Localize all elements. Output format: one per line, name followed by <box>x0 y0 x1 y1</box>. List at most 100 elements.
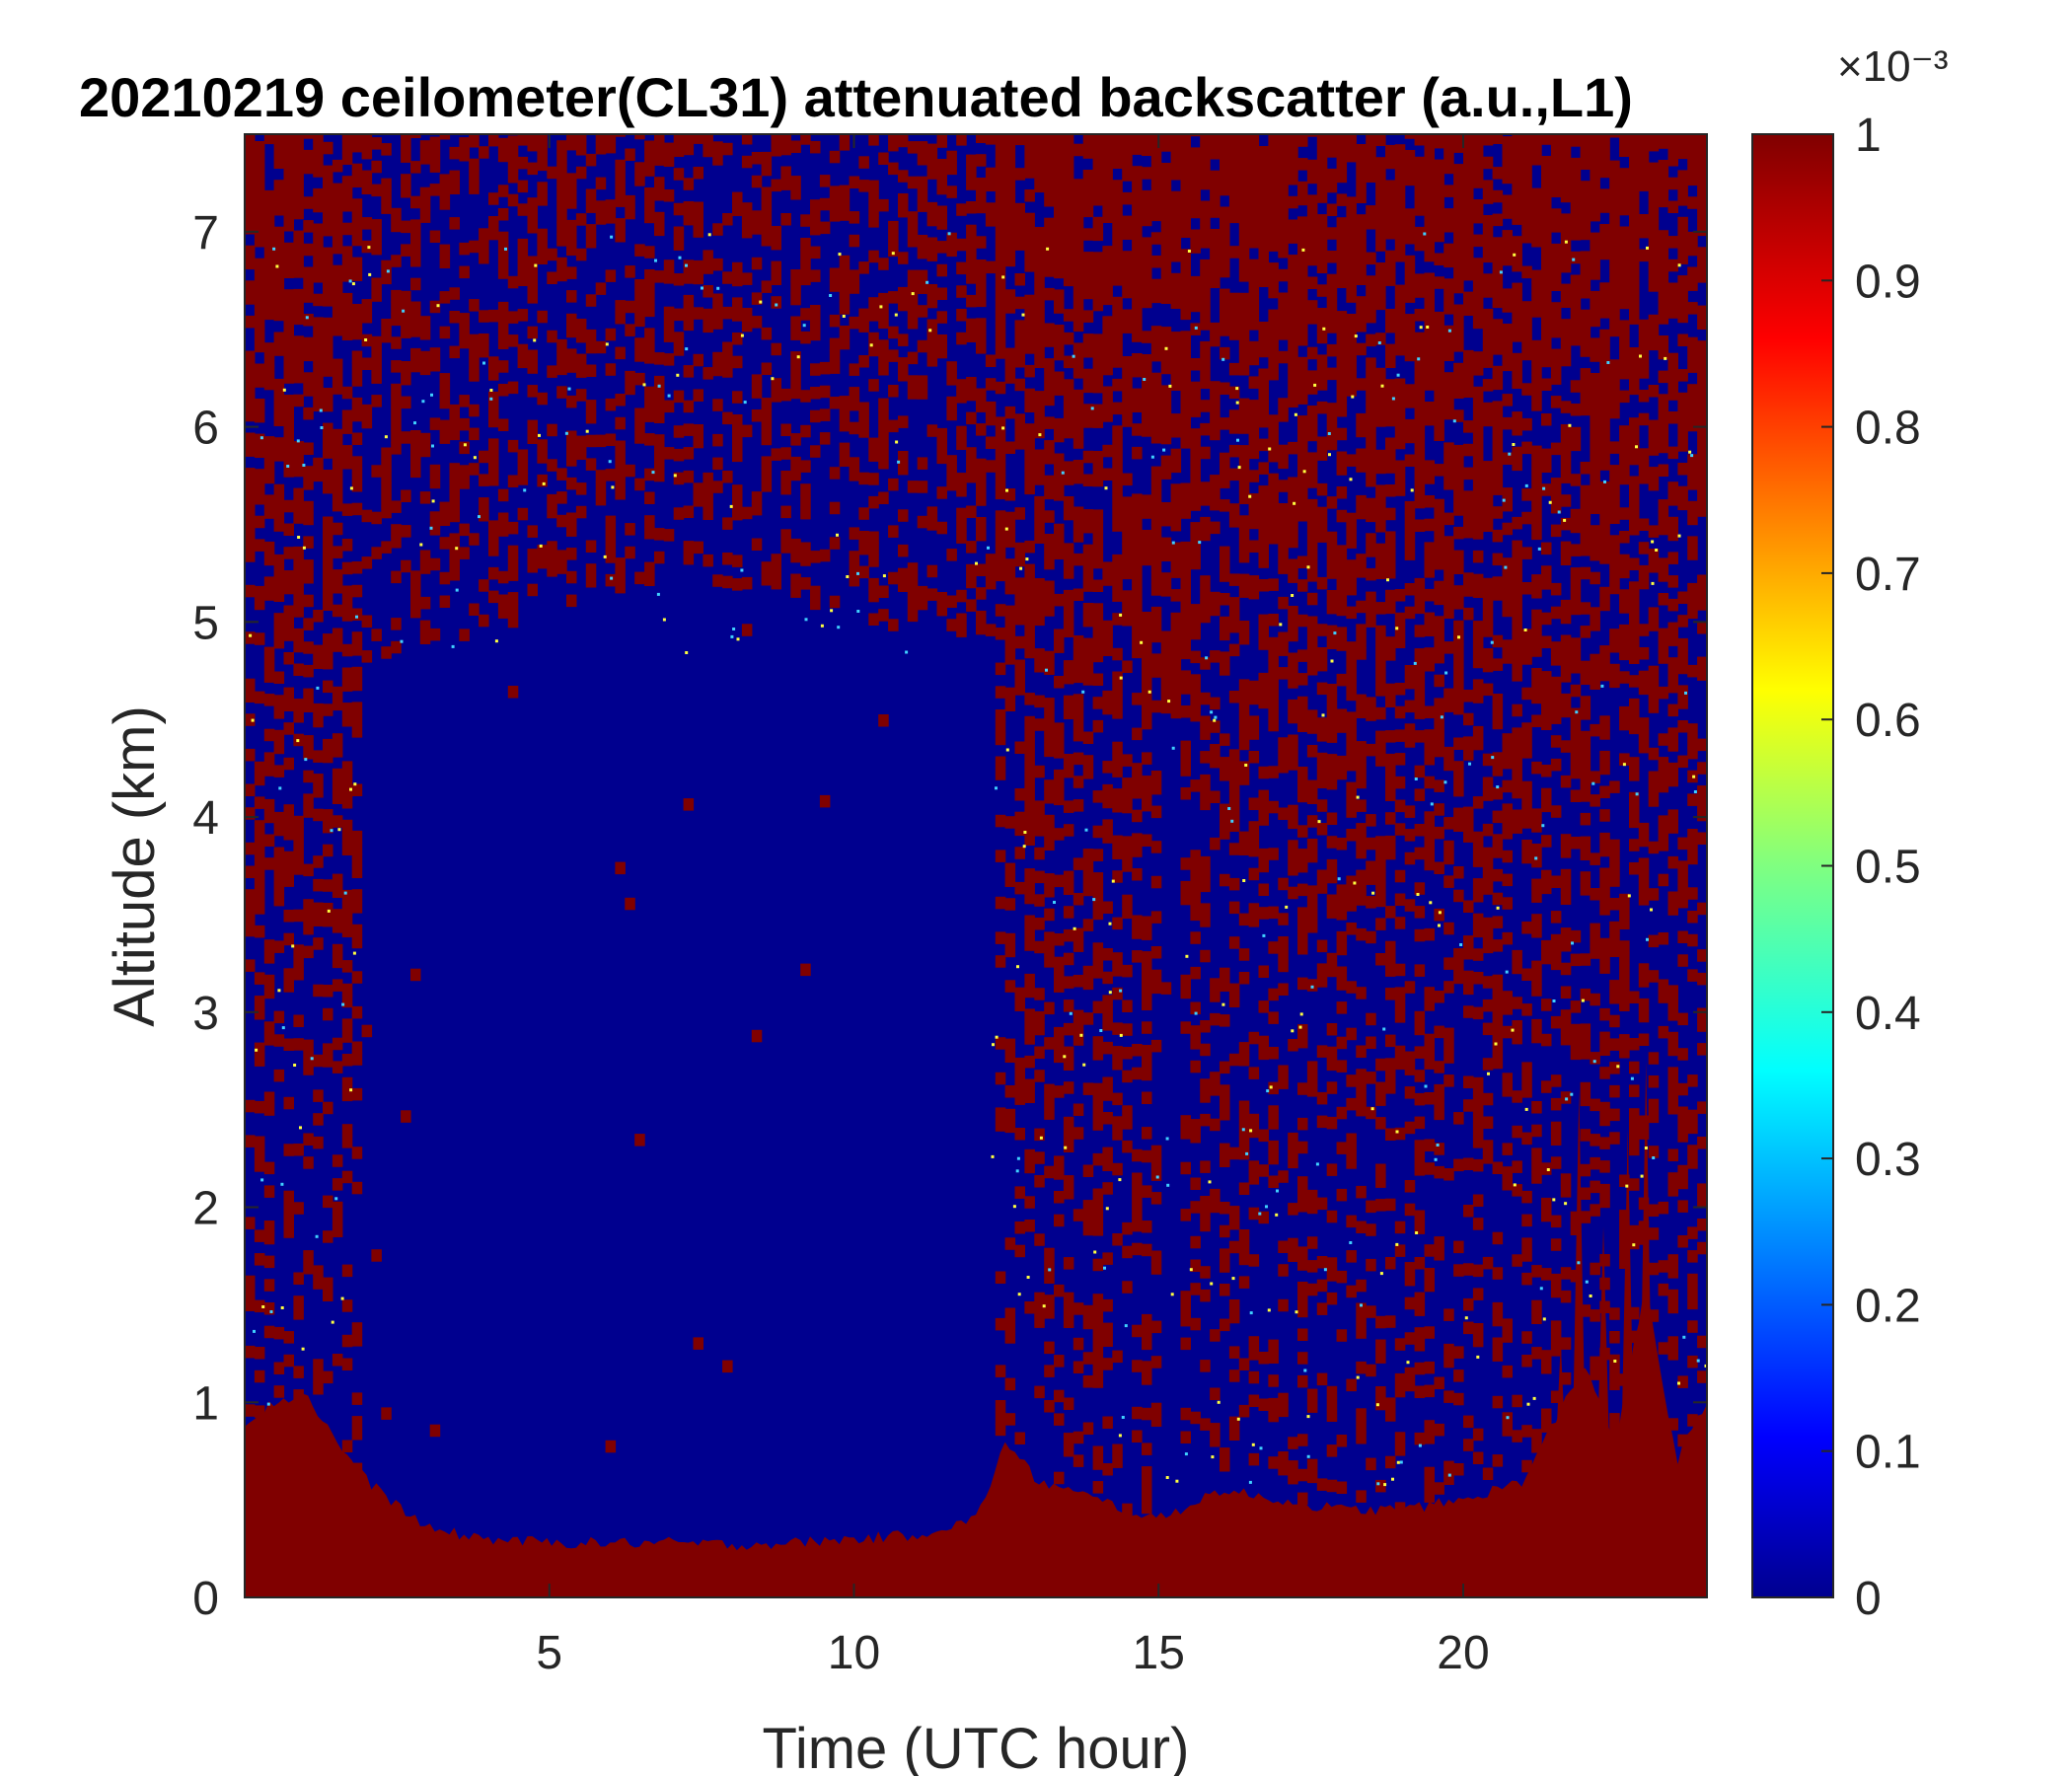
heatmap-cell <box>1228 468 1240 481</box>
heatmap-cell <box>1336 1270 1348 1284</box>
heatmap-cell <box>839 302 851 315</box>
heatmap-cell <box>351 1334 363 1347</box>
heatmap-cell <box>1073 295 1084 309</box>
heatmap-cell <box>1531 914 1542 926</box>
heatmap-cell <box>1414 273 1426 286</box>
heatmap-cell <box>439 571 451 585</box>
heatmap-cell <box>1220 827 1230 840</box>
heatmap-cell <box>1278 913 1289 925</box>
heatmap-cell <box>293 851 304 863</box>
heatmap-cell <box>1248 340 1260 354</box>
heatmap-cell <box>1414 1140 1426 1152</box>
heatmap-cell <box>1366 1072 1376 1084</box>
heatmap-cell <box>1044 452 1055 465</box>
heatmap-cell <box>1541 869 1552 883</box>
heatmap-cell <box>1180 553 1191 566</box>
heatmap-cell <box>1288 1039 1298 1052</box>
heatmap-cell <box>839 185 851 198</box>
heatmap-cell <box>898 204 909 218</box>
heatmap-cell <box>1054 1085 1065 1098</box>
heatmap-cell <box>1073 460 1084 473</box>
heatmap-cell <box>497 137 509 151</box>
heatmap-cell <box>1150 559 1162 572</box>
heatmap-cell <box>1150 208 1162 222</box>
heatmap-cell <box>1132 552 1143 565</box>
heatmap-cell <box>1150 326 1162 338</box>
heatmap-cell <box>1112 706 1123 719</box>
heatmap-cell <box>1014 788 1025 801</box>
heatmap-cell <box>1434 650 1444 664</box>
heatmap-cell <box>1258 380 1269 393</box>
heatmap-cell <box>303 372 314 385</box>
heatmap-cell <box>1210 591 1221 605</box>
heatmap-cell <box>1424 753 1435 766</box>
heatmap-cell <box>439 396 451 409</box>
heatmap-cell <box>1463 490 1474 503</box>
heatmap-cell <box>1150 1156 1162 1169</box>
heatmap-cell <box>1326 285 1338 299</box>
heatmap-cell <box>1180 260 1191 273</box>
heatmap-cell <box>1424 1057 1435 1070</box>
heatmap-cell <box>771 342 781 356</box>
heatmap-cell <box>1004 1319 1016 1332</box>
heatmap-cell <box>1268 438 1279 451</box>
heatmap-cell <box>995 522 1006 535</box>
heatmap-cell <box>1472 925 1484 938</box>
heatmap-cell <box>254 199 265 212</box>
heatmap-cell <box>1024 926 1035 939</box>
heatmap-cell <box>1336 158 1348 172</box>
heatmap-cell <box>1004 184 1016 196</box>
heatmap-cell <box>1142 716 1152 730</box>
heatmap-cell <box>1424 1432 1435 1444</box>
heatmap-cell <box>283 1202 294 1216</box>
heatmap-cell <box>1394 1443 1406 1456</box>
heatmap-cell <box>595 492 607 506</box>
heatmap-cell <box>1288 325 1298 337</box>
heatmap-cell <box>1424 1326 1435 1339</box>
heatmap-cell <box>1541 1408 1552 1421</box>
heatmap-cell <box>1122 473 1133 486</box>
heatmap-cell <box>1472 621 1484 633</box>
heatmap-cell <box>254 258 265 271</box>
heatmap-cell <box>1414 1432 1426 1445</box>
heatmap-cell <box>1531 691 1542 704</box>
heatmap-cell <box>878 316 889 330</box>
heatmap-cell <box>1142 916 1152 928</box>
heatmap-cell <box>1132 1360 1143 1372</box>
heatmap-cell <box>1063 824 1074 837</box>
heatmap-cell <box>1170 134 1182 145</box>
heatmap-cell <box>273 577 285 591</box>
heatmap-cell <box>293 136 304 150</box>
heatmap-cell <box>469 603 480 616</box>
heatmap-cell <box>1132 224 1143 237</box>
heatmap-cell <box>1122 800 1133 814</box>
heatmap-cell <box>839 407 851 420</box>
heatmap-cell <box>1190 674 1201 687</box>
heatmap-cell <box>323 1007 333 1021</box>
heatmap-cell <box>1366 509 1376 523</box>
heatmap-cell <box>595 134 607 143</box>
heatmap-cell <box>654 469 665 482</box>
heatmap-cell <box>1180 354 1191 367</box>
heatmap-cell <box>1004 359 1016 372</box>
heatmap-cell <box>985 401 997 414</box>
heatmap-cell <box>976 341 987 354</box>
heatmap-cell <box>595 282 607 295</box>
heatmap-cell <box>1288 734 1298 747</box>
heatmap-cell <box>1034 413 1045 427</box>
heatmap-cell <box>263 857 275 870</box>
heatmap-cell <box>1472 1006 1484 1020</box>
heatmap-cell <box>1443 478 1454 490</box>
heatmap-cell <box>1150 583 1162 596</box>
heatmap-cell <box>1220 1096 1230 1109</box>
heatmap-cell <box>351 198 363 211</box>
heatmap-cell <box>1306 1201 1318 1215</box>
heatmap-cell <box>537 193 548 206</box>
heatmap-cell <box>323 598 333 611</box>
heatmap-cell <box>1102 350 1113 364</box>
heatmap-cell <box>605 140 617 154</box>
heatmap-cell <box>693 435 703 449</box>
heatmap-cell <box>341 140 353 154</box>
heatmap-cell <box>966 271 977 284</box>
heatmap-cell <box>1306 1388 1318 1402</box>
